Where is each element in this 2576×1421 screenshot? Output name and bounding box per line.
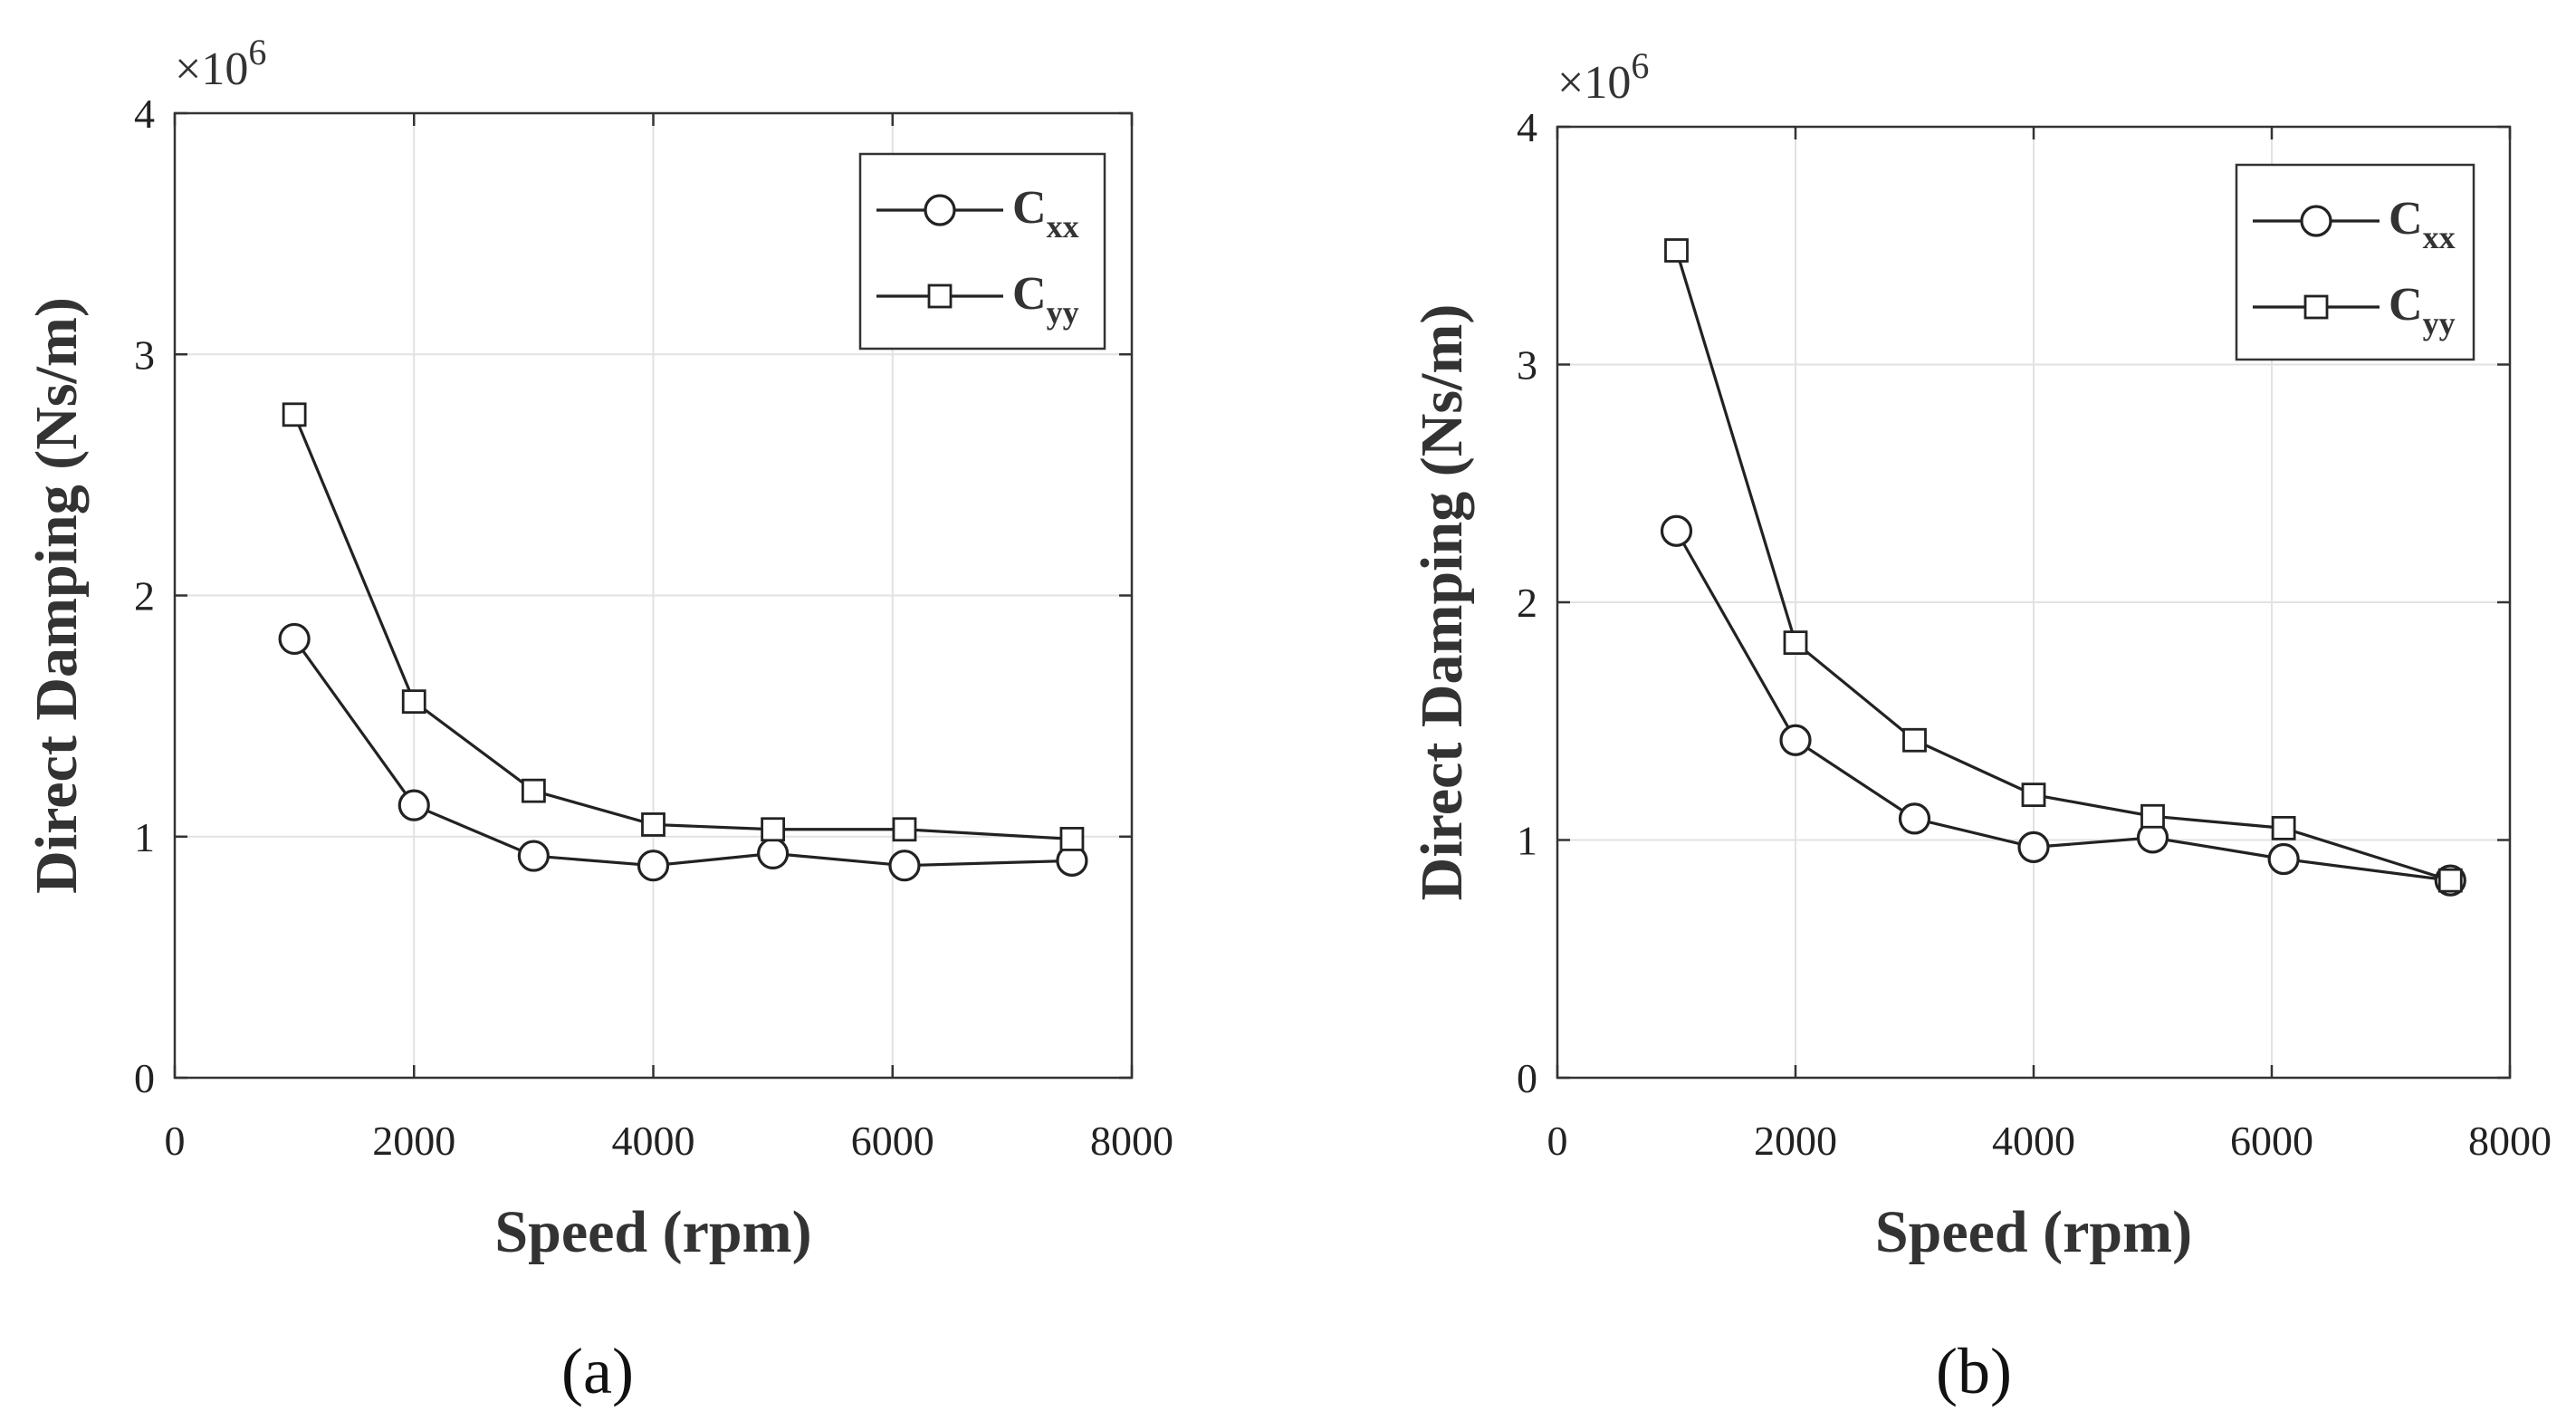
panel-caption: (a) [561, 1335, 634, 1407]
data-point-circle [2017, 831, 2050, 863]
series-Cxx [278, 622, 1088, 882]
x-tick-label: 0 [1547, 1118, 1568, 1164]
data-point-square [892, 817, 917, 842]
legend-box [2235, 163, 2475, 361]
series-Cyy [282, 402, 1085, 851]
data-point-square [1783, 630, 1808, 656]
data-point-circle [637, 850, 670, 882]
y-multiplier-label: ×106 [175, 32, 266, 95]
data-point-square [641, 812, 666, 837]
data-point-square [401, 689, 426, 715]
x-tick-label: 8000 [1090, 1118, 1173, 1164]
data-point-square [282, 402, 307, 427]
data-point-circle [1660, 514, 1693, 547]
y-tick-label: 2 [1517, 580, 1537, 626]
data-point-circle [2267, 842, 2300, 876]
legend-label: Cyy [1012, 268, 1079, 331]
x-tick-label: 4000 [1992, 1118, 2075, 1164]
data-point-circle [1779, 724, 1812, 756]
legend-label: Cyy [2389, 279, 2456, 341]
data-point-square [1059, 827, 1085, 851]
y-tick-label: 1 [134, 814, 155, 860]
x-axis-label: Speed (rpm) [494, 1199, 811, 1265]
y-tick-label: 4 [1517, 104, 1537, 150]
x-tick-label: 6000 [2230, 1118, 2313, 1164]
y-tick-label: 1 [1517, 818, 1537, 864]
y-axis-label: Direct Damping (Ns/m) [24, 297, 90, 894]
y-tick-label: 0 [134, 1055, 155, 1101]
data-point-circle [757, 837, 790, 869]
y-multiplier-label: ×106 [1557, 45, 1649, 109]
data-point-square [2021, 783, 2046, 808]
legend-box [858, 152, 1106, 350]
data-point-square [2140, 803, 2165, 829]
x-tick-label: 6000 [851, 1118, 934, 1164]
legend-marker-circle [2300, 205, 2332, 237]
data-point-square [761, 817, 786, 842]
data-point-circle [278, 622, 311, 656]
data-point-square [521, 778, 546, 803]
data-point-square [1902, 727, 1927, 753]
series-line [1675, 530, 2451, 882]
legend-label: Cxx [1012, 182, 1079, 245]
x-tick-label: 2000 [372, 1118, 455, 1164]
panel-caption: (b) [1936, 1335, 2012, 1407]
chart-panel-b: 0 2000 4000 6000 8000 0 1 2 3 4 ×106 Speed (rpm) Dir… [1409, 45, 2552, 1407]
y-tick-label: 2 [134, 573, 155, 619]
chart-panel-a: 0 2000 4000 6000 8000 0 1 2 3 4 ×106 Speed (rpm) Dir… [24, 32, 1173, 1407]
x-tick-label: 8000 [2468, 1118, 2552, 1164]
y-tick-label: 3 [134, 331, 155, 378]
legend-marker-square [2303, 294, 2329, 320]
series-Cyy [1664, 238, 2463, 893]
x-axis-label: Speed (rpm) [1875, 1199, 2192, 1265]
legend-marker-square [927, 283, 953, 309]
series-line [292, 414, 1073, 841]
x-tick-label: 0 [165, 1118, 186, 1164]
data-point-square [2437, 868, 2463, 893]
series-Cxx [1660, 514, 2466, 897]
legend: Cxx Cyy [2235, 163, 2475, 361]
y-tick-label: 0 [1517, 1055, 1537, 1101]
x-tick-label: 4000 [612, 1118, 695, 1164]
y-tick-label: 3 [1517, 342, 1537, 389]
data-point-circle [517, 840, 550, 872]
legend-label: Cxx [2389, 193, 2456, 255]
data-point-circle [1898, 802, 1931, 835]
data-point-square [2271, 815, 2296, 840]
legend: Cxx Cyy [858, 152, 1106, 350]
data-point-circle [888, 850, 921, 882]
legend-marker-circle [924, 194, 956, 226]
y-tick-label: 4 [134, 91, 155, 137]
x-tick-label: 2000 [1754, 1118, 1837, 1164]
y-axis-label: Direct Damping (Ns/m) [1409, 304, 1475, 901]
data-point-square [1664, 238, 1689, 263]
data-point-circle [397, 789, 430, 821]
